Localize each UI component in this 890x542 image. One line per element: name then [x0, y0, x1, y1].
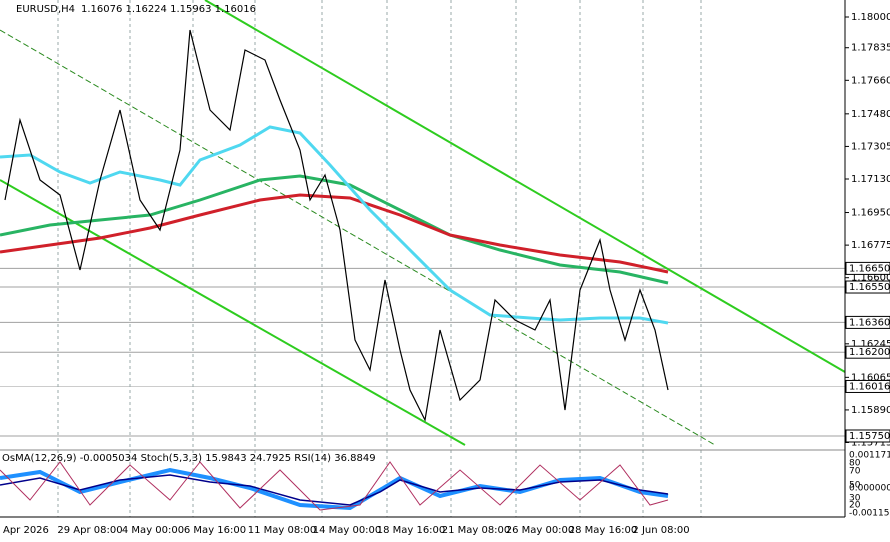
price-tick-label: 1.17480 — [851, 109, 890, 120]
time-tick-label: 2 Jun 08:00 — [632, 525, 689, 536]
time-tick-label: 29 Apr 08:00 — [57, 525, 122, 536]
axes: 1.18000 1.17835 1.17660 1.17480 1.17305 1.171… — [0, 12, 890, 536]
level-box — [845, 315, 890, 329]
grid — [0, 0, 845, 517]
time-tick-label: 11 May 08:00 — [248, 525, 317, 536]
price-tick-label: 1.15715 — [851, 438, 890, 449]
level-box — [845, 261, 890, 275]
ma-teal — [0, 174, 669, 285]
time-tick-label: 4 May 00:00 — [122, 525, 184, 536]
level-label: 1.16200 — [849, 347, 890, 358]
level-box — [845, 280, 890, 294]
indicator-tick-label: 0.000000 — [849, 484, 890, 494]
level-label: 1.16550 — [849, 282, 890, 293]
time-tick-label: 21 May 08:00 — [442, 525, 511, 536]
indicator-tick-label: 30 — [849, 494, 861, 504]
indicator-tick-label: 20 — [849, 501, 861, 511]
stoch-line — [0, 461, 669, 511]
level-label: 1.16650 — [849, 263, 890, 274]
price-tick-label: 1.16065 — [851, 372, 890, 383]
channel-lower — [0, 179, 466, 446]
level-label: 1.16360 — [849, 317, 890, 328]
price-tick-label: 1.16600 — [851, 273, 890, 284]
symbol: EURUSD,H4 — [16, 4, 75, 15]
indicator-label: OsMA(12,26,9) -0.0005034 Stoch(5,3,3) 15… — [2, 453, 376, 464]
price-tick-label: 1.16775 — [851, 240, 890, 251]
indicator-tick-label: 70 — [849, 467, 861, 477]
price-tick-label: 1.16950 — [851, 208, 890, 219]
level-box — [845, 429, 890, 443]
time-tick-label: 14 May 00:00 — [313, 525, 382, 536]
indicator-tick-label: 80 — [849, 459, 861, 469]
channel-upper — [204, 0, 846, 373]
price-tick-label: 1.17305 — [851, 141, 890, 152]
price-tick-label: 1.17660 — [851, 75, 890, 86]
level-label: 1.15750 — [849, 431, 890, 442]
price-candles — [4, 29, 669, 422]
current-price-box — [845, 379, 890, 393]
price-tick-label: 1.17835 — [851, 43, 890, 54]
price-tick-label: 1.15890 — [851, 405, 890, 416]
time-tick-label: 6 May 16:00 — [184, 525, 246, 536]
level-box — [845, 345, 890, 359]
ma-red — [0, 193, 669, 274]
current-price-label: 1.16016 — [849, 381, 890, 392]
price-tick-label: 1.16245 — [851, 339, 890, 350]
ohlc: 1.16076 1.16224 1.15963 1.16016 — [81, 4, 256, 15]
indicator-tick-label: 0.0011710 — [849, 451, 890, 461]
channel-middle — [0, 29, 716, 446]
time-tick-label: 24 Apr 2026 — [0, 525, 49, 536]
price-tick-label: 1.18000 — [851, 12, 890, 23]
chart-header: EURUSD,H4 1.16076 1.16224 1.15963 1.16016 — [16, 4, 256, 15]
time-tick-label: 26 May 00:00 — [506, 525, 575, 536]
indicator-tick-label: -0.001150 — [849, 509, 890, 519]
price-tick-label: 1.17130 — [851, 174, 890, 185]
indicator-tick-label: 50 — [849, 481, 861, 491]
time-tick-label: 18 May 16:00 — [377, 525, 446, 536]
time-tick-label: 28 May 16:00 — [569, 525, 638, 536]
